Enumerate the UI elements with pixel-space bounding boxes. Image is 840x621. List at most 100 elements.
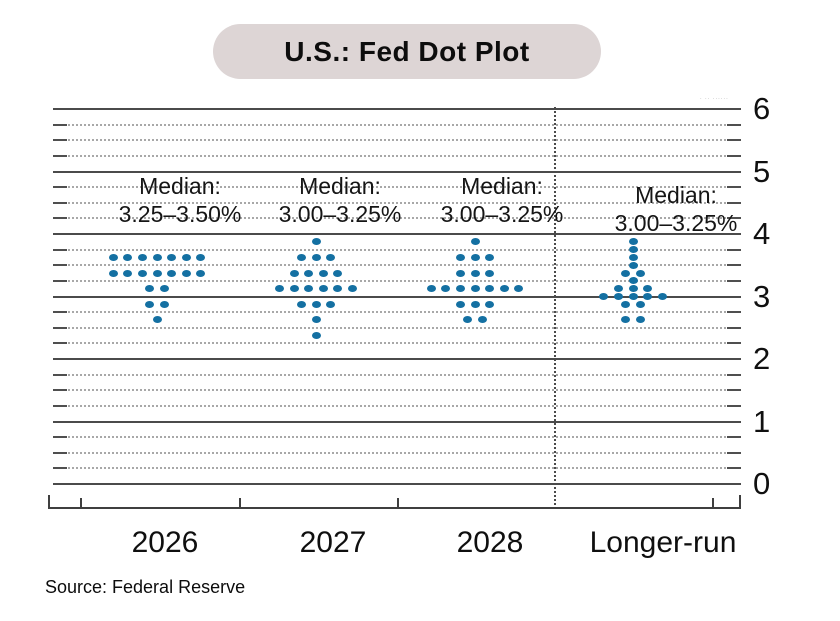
projection-dot-2027-3.125-5 bbox=[333, 285, 343, 293]
y-tick-right-5.25 bbox=[727, 154, 741, 157]
projection-dot-longer-run-3.5-1 bbox=[628, 261, 638, 269]
gridline-minor-4.25 bbox=[68, 217, 726, 220]
y-tick-left-2.5 bbox=[53, 326, 67, 329]
x-axis-label-longer-run: Longer-run bbox=[589, 526, 737, 559]
x-axis-right-corner bbox=[739, 495, 741, 509]
gridline-major-6 bbox=[53, 108, 741, 110]
y-tick-right-3.75 bbox=[727, 248, 741, 251]
projection-dot-2026-3.375-2 bbox=[123, 269, 133, 277]
y-tick-right-5.75 bbox=[727, 123, 741, 126]
gridline-minor-4.75 bbox=[68, 186, 726, 189]
projection-dot-2027-3.375-3 bbox=[318, 269, 328, 277]
projection-dot-longer-run-3.125-2 bbox=[628, 285, 638, 293]
y-axis-label-6: 6 bbox=[753, 91, 771, 126]
projection-dot-2028-3.625-2 bbox=[470, 253, 480, 261]
y-tick-right-4.75 bbox=[727, 186, 741, 189]
projection-dot-2026-3.625-2 bbox=[123, 253, 133, 261]
source-note: Source: Federal Reserve bbox=[45, 577, 246, 597]
gridline-major-1 bbox=[53, 420, 741, 423]
gridline-minor-0.25 bbox=[68, 467, 726, 470]
median-annotation-2026: Median: 3.25–3.50% bbox=[90, 172, 270, 228]
projection-dot-longer-run-2.875-2 bbox=[635, 300, 645, 308]
projection-dot-longer-run-3.375-1 bbox=[621, 269, 631, 277]
y-tick-right-3.25 bbox=[727, 279, 741, 282]
projection-dot-longer-run-3-5 bbox=[657, 293, 667, 300]
median-value: 3.00–3.25% bbox=[440, 201, 564, 227]
projection-dot-2026-3.625-4 bbox=[152, 253, 162, 261]
y-tick-left-3.75 bbox=[53, 248, 67, 251]
projection-dot-longer-run-3.125-3 bbox=[643, 285, 653, 293]
projection-dot-longer-run-3.375-2 bbox=[635, 269, 645, 277]
projection-dot-2026-3.625-1 bbox=[108, 253, 118, 261]
projection-dot-2028-3.375-1 bbox=[455, 269, 465, 277]
projection-dot-2026-3.625-5 bbox=[167, 253, 177, 261]
projection-dot-2027-3.125-2 bbox=[289, 285, 299, 293]
gridline-minor-0.5 bbox=[68, 451, 726, 454]
x-axis-tick-2 bbox=[396, 498, 399, 509]
y-tick-right-0.25 bbox=[727, 467, 741, 470]
projection-dot-2028-3.125-2 bbox=[441, 285, 451, 293]
projection-dot-2028-3.125-6 bbox=[499, 285, 509, 293]
x-axis-label-2027: 2027 bbox=[299, 526, 367, 559]
y-tick-left-5.75 bbox=[53, 123, 67, 126]
projection-dot-2027-3.625-2 bbox=[311, 253, 321, 261]
projection-dot-2026-3.375-4 bbox=[152, 269, 162, 277]
x-axis-label-2026: 2026 bbox=[131, 526, 199, 559]
projection-dot-2028-3.125-7 bbox=[514, 285, 524, 293]
projection-dot-2028-2.875-1 bbox=[455, 300, 465, 308]
page-title: U.S.: Fed Dot Plot bbox=[284, 35, 530, 67]
y-tick-right-2.75 bbox=[727, 311, 741, 314]
projection-dot-2027-3.375-2 bbox=[304, 269, 314, 277]
x-axis-label-2028: 2028 bbox=[456, 526, 524, 559]
projection-dot-2028-3.125-3 bbox=[455, 285, 465, 293]
projection-dot-2026-3.375-7 bbox=[196, 269, 206, 277]
gridline-minor-1.25 bbox=[68, 404, 726, 407]
gridline-minor-3.75 bbox=[68, 248, 726, 251]
projection-dot-2027-3.375-1 bbox=[289, 269, 299, 277]
y-tick-right-5.5 bbox=[727, 139, 741, 142]
longer-run-separator bbox=[554, 107, 556, 509]
projection-dot-2028-2.875-3 bbox=[485, 300, 495, 308]
projection-dot-2028-3.625-3 bbox=[485, 253, 495, 261]
gridline-minor-3.5 bbox=[68, 264, 726, 267]
x-axis-left-corner bbox=[48, 495, 50, 509]
projection-dot-2026-3.375-6 bbox=[181, 269, 191, 277]
projection-dot-longer-run-3.875-1 bbox=[628, 238, 638, 246]
projection-dot-2026-3.375-3 bbox=[137, 269, 147, 277]
median-value: 3.00–3.25% bbox=[278, 201, 402, 227]
gridline-major-3 bbox=[53, 295, 741, 298]
projection-dot-longer-run-3.25-1 bbox=[628, 277, 638, 285]
projection-dot-2028-3.375-3 bbox=[485, 269, 495, 277]
y-tick-left-1.5 bbox=[53, 389, 67, 392]
y-tick-left-3.25 bbox=[53, 279, 67, 282]
median-annotation-2027: Median: 3.00–3.25% bbox=[250, 172, 430, 228]
gridline-minor-2.75 bbox=[68, 311, 726, 314]
projection-dot-2027-3.125-1 bbox=[275, 285, 284, 293]
projection-dot-2027-3.625-1 bbox=[296, 253, 306, 261]
y-axis-label-3: 3 bbox=[753, 278, 771, 314]
projection-dot-2026-3.125-1 bbox=[145, 285, 155, 293]
y-tick-left-5.5 bbox=[53, 139, 67, 142]
y-tick-right-2.5 bbox=[727, 326, 741, 329]
gridline-minor-2.5 bbox=[68, 326, 726, 329]
y-tick-right-3.5 bbox=[727, 264, 741, 267]
y-tick-left-0.25 bbox=[53, 467, 67, 470]
projection-dot-2028-3.125-5 bbox=[485, 285, 495, 293]
median-word: Median: bbox=[139, 173, 221, 199]
projection-dot-longer-run-3.125-1 bbox=[613, 285, 623, 293]
projection-dot-2026-3.625-6 bbox=[181, 253, 191, 261]
projection-dot-2027-3.125-6 bbox=[348, 285, 357, 293]
median-word: Median: bbox=[635, 182, 717, 208]
y-axis-label-5: 5 bbox=[753, 153, 771, 189]
gridline-minor-5.5 bbox=[68, 139, 726, 142]
title-pill: U.S.: Fed Dot Plot bbox=[213, 24, 601, 79]
y-tick-left-4.5 bbox=[53, 201, 67, 204]
y-tick-left-4.25 bbox=[53, 217, 67, 220]
projection-dot-2026-3.375-5 bbox=[167, 269, 177, 277]
projection-dot-2026-3.375-1 bbox=[108, 269, 118, 277]
x-axis-tick-3 bbox=[712, 498, 714, 509]
projection-dot-2028-3.375-2 bbox=[470, 269, 480, 277]
projection-dot-longer-run-3.75-1 bbox=[628, 246, 638, 254]
